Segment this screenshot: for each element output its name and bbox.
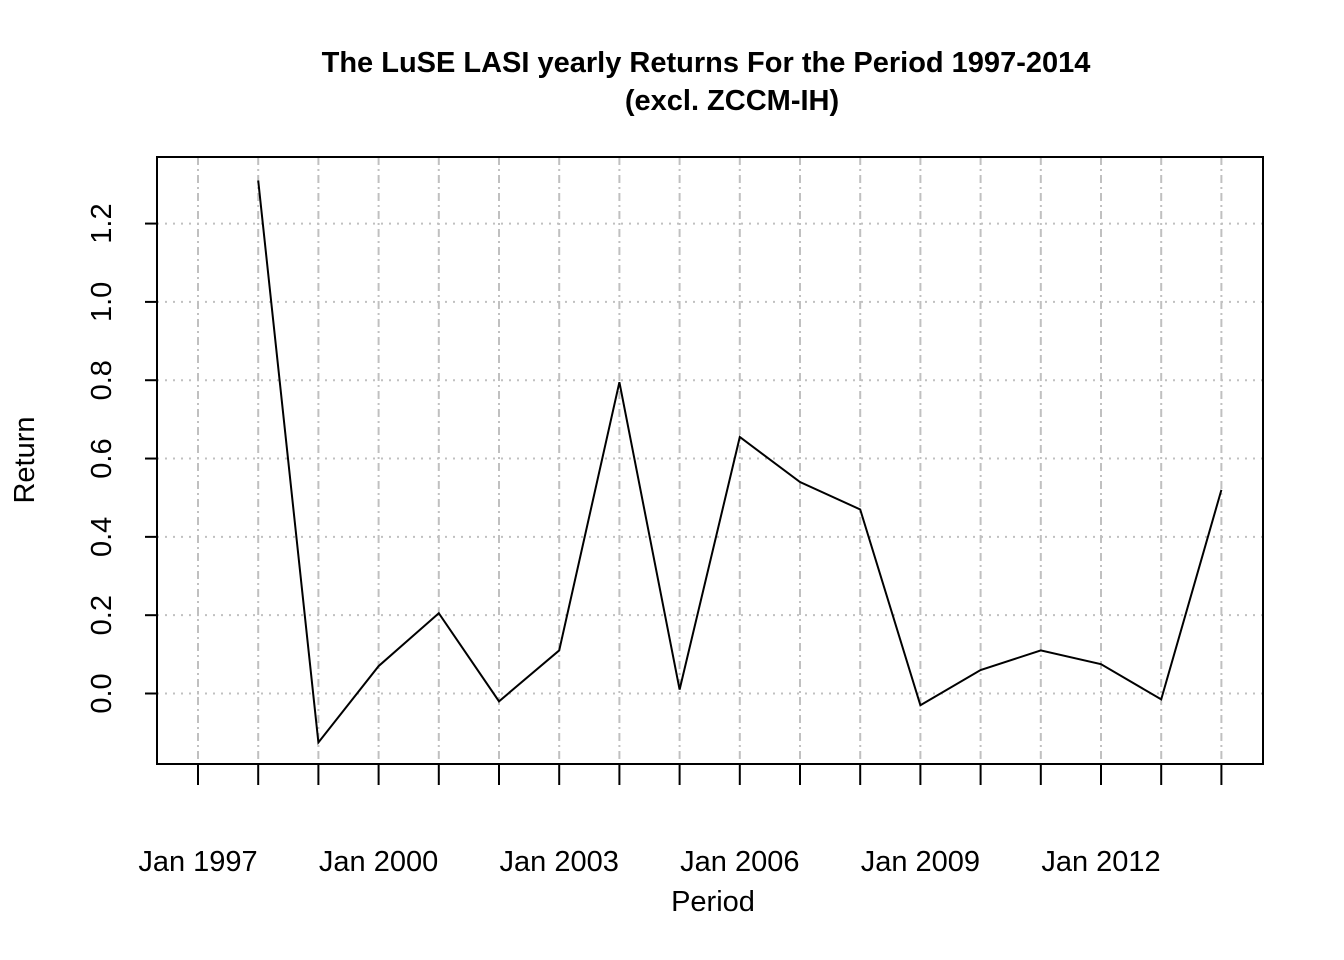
- x-tick-label: Jan 2012: [1041, 846, 1160, 878]
- y-tick-label: 1.0: [86, 282, 118, 322]
- plot-series: [257, 180, 1223, 746]
- y-tick-label: 0.0: [86, 673, 118, 713]
- y-axis-label: Return: [9, 416, 41, 503]
- x-tick-label: Jan 2006: [680, 846, 799, 878]
- y-axis: 0.0 0.2 0.4 0.6 0.8 1.0 1.2: [86, 203, 157, 714]
- x-axis-label: Period: [671, 886, 755, 918]
- y-tick-label: 0.2: [86, 595, 118, 635]
- y-tick-label: 0.4: [86, 517, 118, 557]
- y-tick-label: 1.2: [86, 203, 118, 243]
- plot-area-border: [156, 156, 1264, 765]
- x-tick-label: Jan 2009: [861, 846, 980, 878]
- grid: [157, 157, 1263, 764]
- series-line: [257, 180, 1223, 746]
- chart-title: The LuSE LASI yearly Returns For the Per…: [322, 47, 1091, 79]
- x-tick-label: Jan 2003: [500, 846, 619, 878]
- chart-subtitle: (excl. ZCCM-IH): [625, 85, 839, 117]
- x-tick-label: Jan 1997: [138, 846, 257, 878]
- y-tick-label: 0.6: [86, 438, 118, 478]
- x-axis: Jan 1997 Jan 2000 Jan 2003 Jan 2006 Jan 2009…: [138, 764, 1223, 878]
- x-tick-label: Jan 2000: [319, 846, 438, 878]
- y-tick-label: 0.8: [86, 360, 118, 400]
